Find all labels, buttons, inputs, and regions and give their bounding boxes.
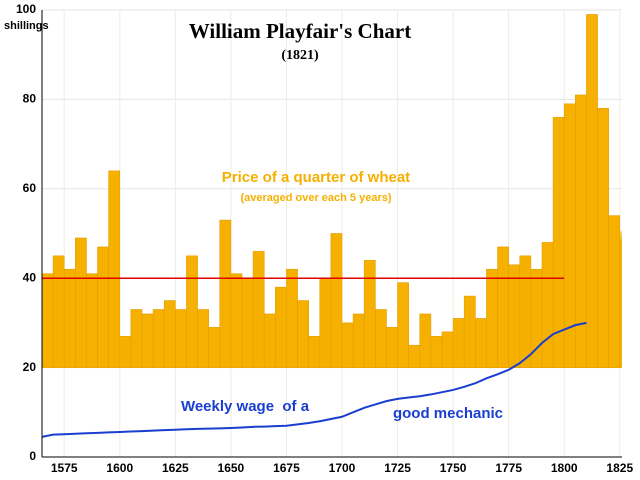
bar	[597, 108, 609, 368]
y-unit: shillings	[4, 20, 49, 32]
bar	[75, 237, 87, 368]
bar	[286, 268, 298, 368]
bar	[486, 268, 498, 368]
bar	[175, 309, 187, 368]
bar	[508, 264, 521, 368]
bar	[341, 322, 354, 368]
bar	[275, 286, 287, 368]
bar	[241, 277, 254, 368]
bar	[519, 255, 532, 368]
x-tick-label: 1725	[384, 461, 411, 475]
x-tick-label: 1700	[329, 461, 356, 475]
bar	[297, 300, 309, 368]
x-tick-label: 1650	[218, 461, 245, 475]
bar	[363, 260, 376, 368]
bar	[252, 251, 265, 368]
bar	[186, 255, 198, 368]
bar	[463, 295, 476, 368]
annotation: Price of a quarter of wheat	[222, 169, 410, 186]
bar	[408, 344, 421, 368]
bar	[41, 273, 54, 368]
annotation: good mechanic	[393, 405, 503, 422]
bar	[86, 273, 98, 368]
bar	[141, 313, 154, 368]
y-tick-label: 80	[23, 92, 37, 106]
chart-subtitle: (1821)	[281, 48, 319, 63]
bar	[330, 233, 343, 368]
bar	[152, 309, 165, 368]
bar	[497, 246, 509, 368]
x-tick-label: 1625	[162, 461, 189, 475]
bar	[119, 336, 132, 368]
x-tick-label: 1675	[273, 461, 300, 475]
bar	[397, 282, 409, 368]
y-tick-label: 40	[23, 270, 37, 284]
y-tick-label: 20	[23, 360, 37, 374]
bar	[441, 331, 454, 368]
bar	[375, 309, 387, 368]
y-tick-label: 60	[23, 181, 37, 195]
x-tick-label: 1825	[606, 461, 633, 475]
x-tick-label: 1750	[440, 461, 467, 475]
bar	[430, 336, 443, 368]
y-tick-label: 100	[16, 2, 36, 16]
bar	[386, 327, 398, 368]
bar	[475, 318, 487, 368]
chart-title: William Playfair's Chart	[189, 19, 411, 43]
bar	[608, 215, 621, 368]
bar	[319, 277, 332, 368]
x-tick-label: 1575	[51, 461, 78, 475]
bar	[219, 219, 232, 368]
annotation: (averaged over each 5 years)	[240, 192, 391, 204]
bar	[575, 94, 587, 368]
bar	[130, 309, 143, 368]
bar	[452, 318, 465, 368]
x-tick-label: 1775	[495, 461, 522, 475]
line	[41, 321, 587, 438]
bar	[52, 255, 65, 368]
y-tick-label: 0	[29, 449, 36, 463]
x-tick-label: 1800	[551, 461, 578, 475]
bar	[63, 268, 76, 368]
bar	[108, 170, 121, 368]
bar	[352, 313, 365, 368]
bar	[208, 327, 221, 368]
bar	[263, 313, 276, 368]
annotation: Weekly wage of a	[181, 398, 310, 415]
bar	[419, 313, 432, 368]
bar	[230, 273, 243, 368]
bar	[541, 242, 554, 368]
bar	[308, 336, 321, 368]
bar	[586, 14, 598, 368]
bar	[163, 300, 176, 368]
bar	[197, 309, 209, 368]
bar	[97, 246, 109, 368]
x-tick-label: 1600	[106, 461, 133, 475]
